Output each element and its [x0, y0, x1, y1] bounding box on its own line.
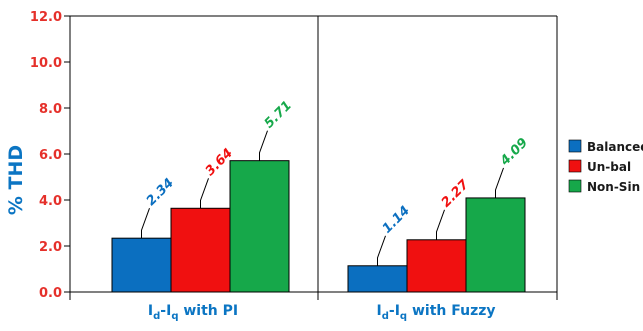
- x-category-labels: Id-Iq with PI Id-Iq with Fuzzy: [148, 303, 496, 322]
- y-tick-label: 4.0: [39, 194, 62, 209]
- leader-line: [495, 167, 504, 198]
- leader-line: [141, 208, 150, 239]
- bars: [111, 160, 526, 293]
- leader-line: [200, 178, 209, 209]
- bar-balanced: [111, 237, 172, 293]
- legend-label-balanced: Balanced: [587, 140, 643, 154]
- bar-balanced: [347, 265, 408, 293]
- legend-label-un-bal: Un-bal: [587, 160, 631, 174]
- x-category-label: Id-Iq with Fuzzy: [377, 303, 496, 322]
- legend-swatch-non-sin: [568, 179, 582, 193]
- y-tick-label: 0.0: [39, 286, 62, 301]
- legend: Balanced Un-bal Non-Sin: [568, 139, 643, 194]
- leader-line: [377, 235, 386, 266]
- y-tick-label: 6.0: [39, 148, 62, 163]
- leader-line: [436, 209, 445, 240]
- y-tick-label: 10.0: [30, 56, 62, 71]
- legend-label-non-sin: Non-Sin: [587, 180, 640, 194]
- data-label-non-sin: 4.09: [497, 135, 531, 169]
- legend-swatch-un-bal: [568, 159, 582, 173]
- axes: 0.0 2.0 4.0 6.0 8.0 10.0 12.0: [30, 10, 558, 301]
- data-label-balanced: 1.14: [380, 203, 413, 236]
- y-axis-label: % THD: [5, 145, 27, 215]
- bar-non-sin: [465, 197, 526, 293]
- bar-un-bal: [406, 239, 467, 293]
- y-tick-label: 12.0: [30, 10, 62, 25]
- data-label-non-sin: 5.71: [262, 98, 295, 131]
- y-tick-label: 2.0: [39, 240, 62, 255]
- data-label-balanced: 2.34: [144, 176, 177, 209]
- y-tick-label: 8.0: [39, 102, 62, 117]
- legend-swatch-balanced: [568, 139, 582, 153]
- x-category-label: Id-Iq with PI: [148, 303, 238, 322]
- bar-non-sin: [229, 160, 290, 293]
- leader-line: [259, 130, 268, 161]
- bar-un-bal: [170, 207, 231, 293]
